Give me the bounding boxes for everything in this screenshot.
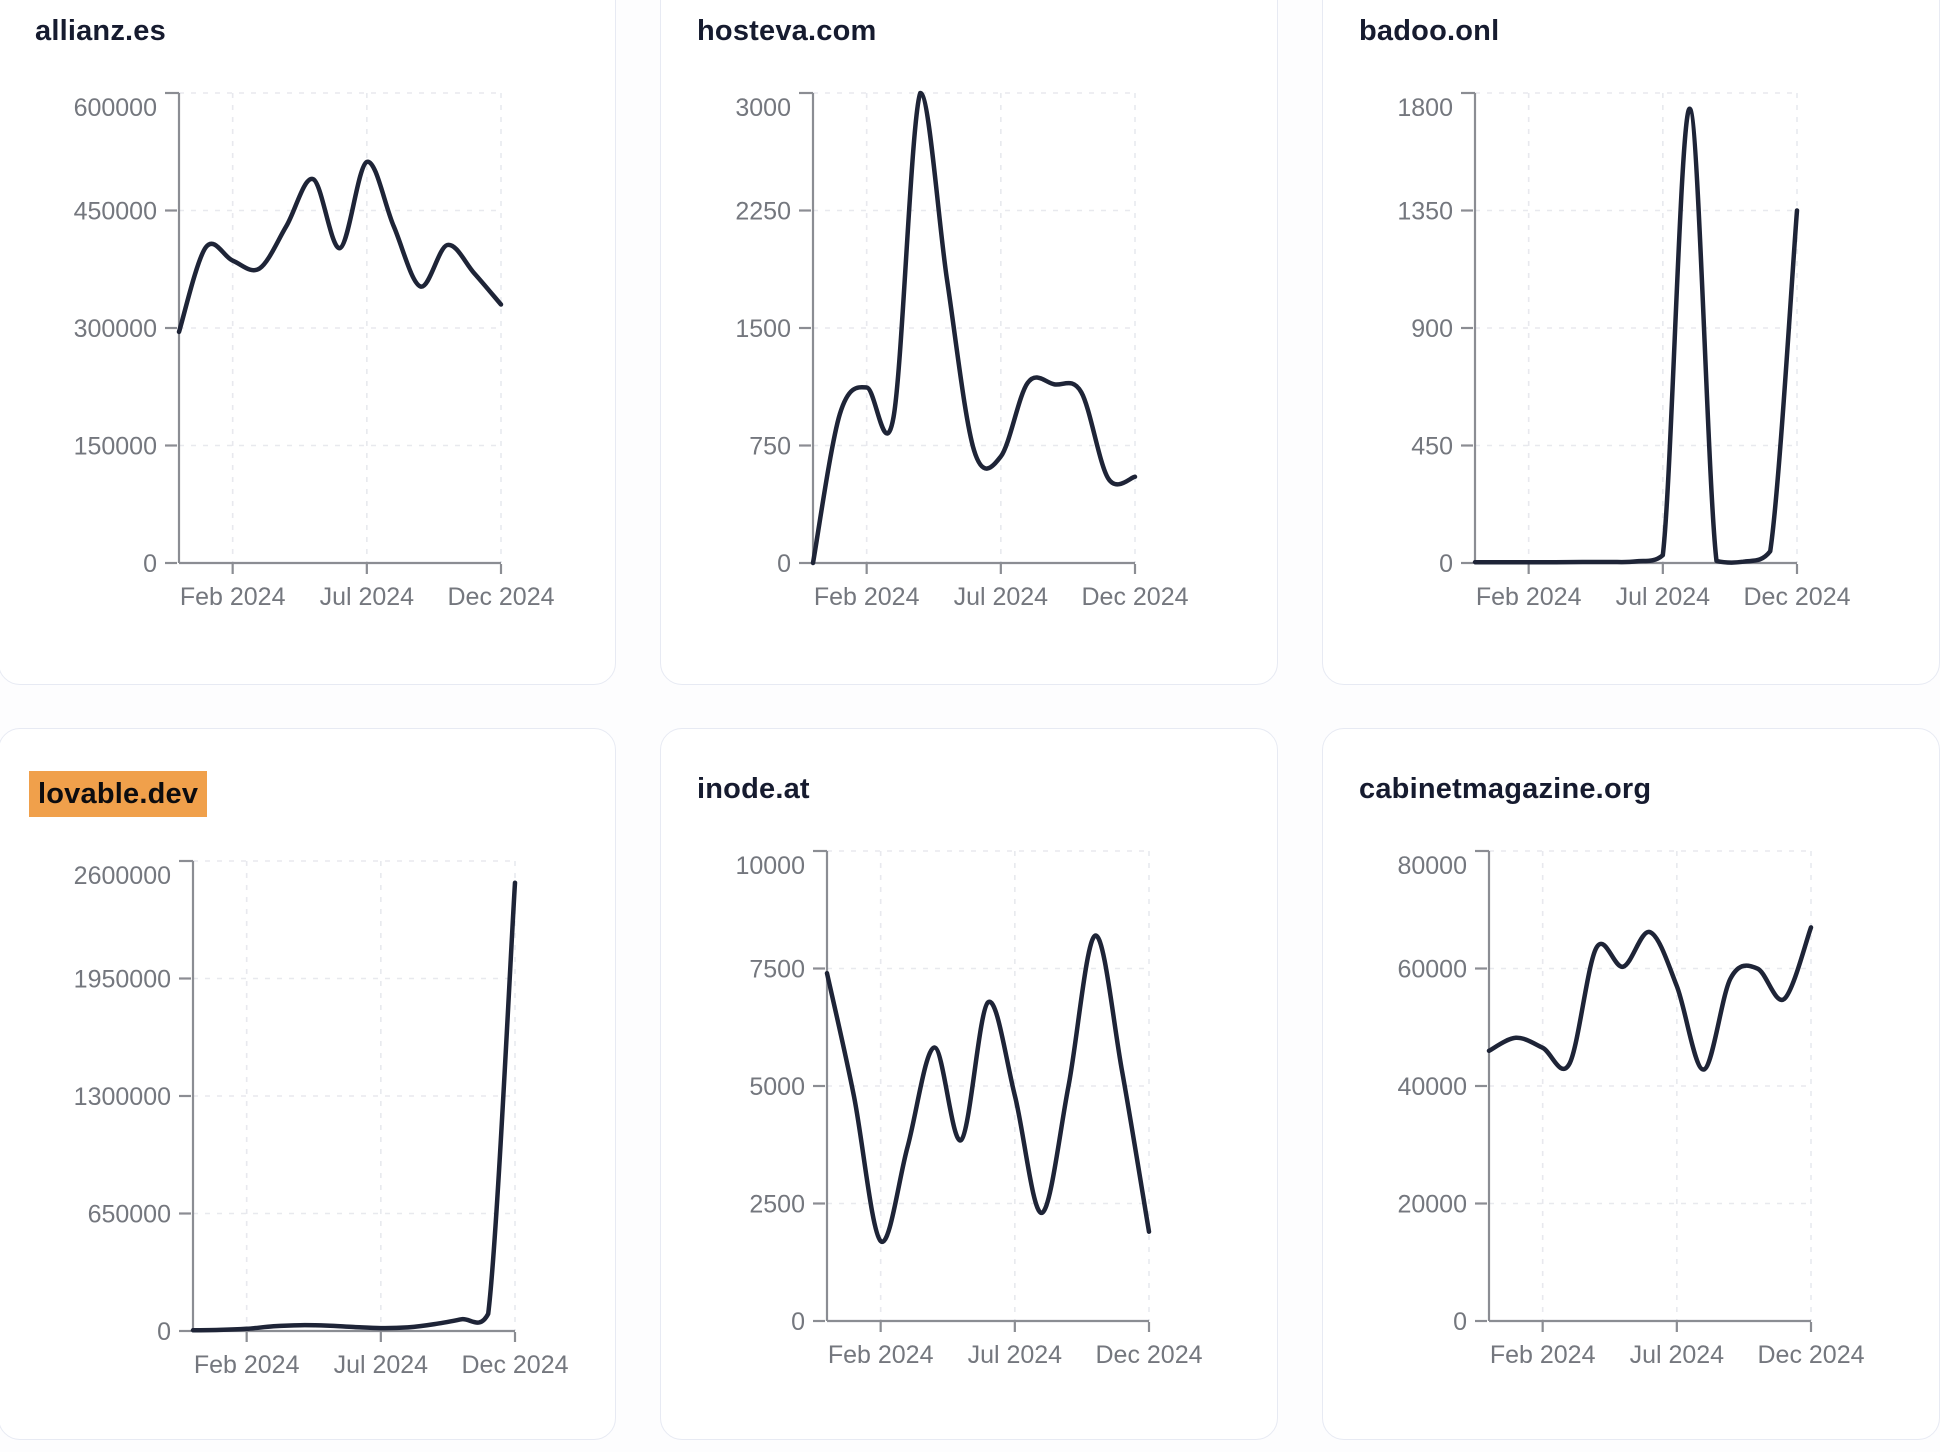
svg-text:300000: 300000 xyxy=(74,315,157,343)
svg-text:450: 450 xyxy=(1411,433,1453,461)
svg-text:Jul 2024: Jul 2024 xyxy=(334,1351,429,1379)
chart-card-badoo-onl: badoo.onl 0 450 900 1350 1800 Feb 2024 Jul 202… xyxy=(1322,0,1940,685)
svg-text:0: 0 xyxy=(791,1308,805,1336)
svg-text:Dec 2024: Dec 2024 xyxy=(447,583,554,611)
line-chart: 0 750 1500 2250 3000 Feb 2024 Jul 2024 Dec 2024 xyxy=(735,90,1189,611)
svg-text:0: 0 xyxy=(1453,1308,1467,1336)
chart-title: cabinetmagazine.org xyxy=(1359,773,1652,805)
chart-card-header: cabinetmagazine.org xyxy=(1359,771,1939,807)
chart-card-allianz-es: allianz.es 0 150000 300000 450000 600000 Feb … xyxy=(0,0,616,685)
chart-card-hosteva-com: hosteva.com 0 750 1500 2250 3000 Feb 2024 Jul … xyxy=(660,0,1278,685)
svg-text:Feb 2024: Feb 2024 xyxy=(194,1351,300,1379)
svg-text:0: 0 xyxy=(1439,550,1453,578)
svg-text:1500: 1500 xyxy=(735,315,791,343)
svg-text:Jul 2024: Jul 2024 xyxy=(1616,583,1711,611)
svg-text:750: 750 xyxy=(749,433,791,461)
svg-text:Feb 2024: Feb 2024 xyxy=(814,583,920,611)
chart-title: badoo.onl xyxy=(1359,15,1500,47)
svg-text:2500: 2500 xyxy=(749,1191,805,1219)
svg-text:Jul 2024: Jul 2024 xyxy=(968,1341,1063,1369)
line-chart: 0 20000 40000 60000 80000 Feb 2024 Jul 2024 Dec… xyxy=(1397,849,1865,1369)
svg-text:1350: 1350 xyxy=(1397,198,1453,226)
svg-text:Dec 2024: Dec 2024 xyxy=(1081,583,1188,611)
line-chart: 0 2500 5000 7500 10000 Feb 2024 Jul 2024 Dec 20… xyxy=(735,849,1203,1369)
svg-text:40000: 40000 xyxy=(1397,1073,1467,1101)
chart-title: inode.at xyxy=(697,773,810,805)
svg-text:3000: 3000 xyxy=(735,94,791,122)
svg-text:Jul 2024: Jul 2024 xyxy=(320,583,415,611)
svg-text:7500: 7500 xyxy=(749,956,805,984)
svg-text:0: 0 xyxy=(777,550,791,578)
chart-card-inode-at: inode.at 0 2500 5000 7500 10000 Feb 2024 Jul 2… xyxy=(660,728,1278,1440)
chart-card-cabinetmagazine-org: cabinetmagazine.org 0 20000 40000 60000 8000… xyxy=(1322,728,1940,1440)
svg-text:1300000: 1300000 xyxy=(74,1083,171,1111)
line-chart: 0 450 900 1350 1800 Feb 2024 Jul 2024 Dec 2024 xyxy=(1397,91,1851,611)
chart-title: allianz.es xyxy=(35,15,166,47)
chart-card-header: lovable.dev xyxy=(29,771,615,817)
chart-card-header: badoo.onl xyxy=(1359,13,1939,49)
chart-card-header: allianz.es xyxy=(35,13,615,49)
svg-text:0: 0 xyxy=(157,1318,171,1346)
svg-text:Dec 2024: Dec 2024 xyxy=(461,1351,568,1379)
svg-text:1800: 1800 xyxy=(1397,94,1453,122)
svg-text:2250: 2250 xyxy=(735,198,791,226)
svg-text:Feb 2024: Feb 2024 xyxy=(1490,1341,1596,1369)
svg-text:0: 0 xyxy=(143,550,157,578)
svg-text:1950000: 1950000 xyxy=(74,966,171,994)
svg-text:Dec 2024: Dec 2024 xyxy=(1757,1341,1864,1369)
svg-text:600000: 600000 xyxy=(74,94,157,122)
svg-text:150000: 150000 xyxy=(74,433,157,461)
chart-title: hosteva.com xyxy=(697,15,877,47)
svg-text:450000: 450000 xyxy=(74,198,157,226)
svg-text:Feb 2024: Feb 2024 xyxy=(180,583,286,611)
svg-text:Dec 2024: Dec 2024 xyxy=(1095,1341,1202,1369)
chart-card-lovable-dev: lovable.dev 0 650000 1300000 1950000 2600000… xyxy=(0,728,616,1440)
svg-text:60000: 60000 xyxy=(1397,956,1467,984)
svg-text:650000: 650000 xyxy=(88,1201,171,1229)
svg-text:Feb 2024: Feb 2024 xyxy=(1476,583,1582,611)
chart-title-highlighted: lovable.dev xyxy=(29,771,208,817)
svg-text:2600000: 2600000 xyxy=(74,862,171,890)
svg-text:80000: 80000 xyxy=(1397,852,1467,880)
chart-card-header: inode.at xyxy=(697,771,1277,807)
svg-text:5000: 5000 xyxy=(749,1073,805,1101)
svg-text:20000: 20000 xyxy=(1397,1191,1467,1219)
svg-text:900: 900 xyxy=(1411,315,1453,343)
svg-text:Jul 2024: Jul 2024 xyxy=(1630,1341,1725,1369)
svg-text:Feb 2024: Feb 2024 xyxy=(828,1341,934,1369)
chart-card-header: hosteva.com xyxy=(697,13,1277,49)
line-chart: 0 150000 300000 450000 600000 Feb 2024 Jul 202… xyxy=(74,91,555,611)
svg-text:10000: 10000 xyxy=(735,852,805,880)
line-chart: 0 650000 1300000 1950000 2600000 Feb 2024 Jul … xyxy=(74,859,569,1379)
svg-text:Dec 2024: Dec 2024 xyxy=(1743,583,1850,611)
svg-text:Jul 2024: Jul 2024 xyxy=(954,583,1049,611)
